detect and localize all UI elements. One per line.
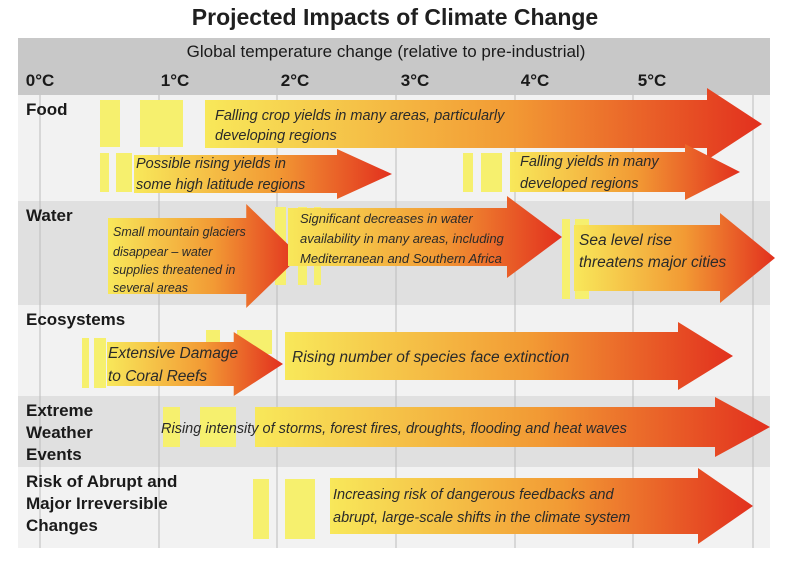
impact-label: Possible rising yields in: [136, 156, 286, 172]
impact-label: Rising intensity of storms, forest fires…: [161, 421, 627, 437]
category-label: Events: [26, 445, 82, 464]
category-label: Changes: [26, 516, 98, 535]
impact-label: Rising number of species face extinction: [292, 349, 569, 366]
category-label: Weather: [26, 423, 93, 442]
impact-label: Sea level rise: [579, 232, 672, 249]
impact-label: Extensive Damage: [108, 345, 238, 362]
impact-arrow: [288, 196, 562, 278]
impact-label: to Coral Reefs: [108, 368, 207, 385]
tick-label: 2°C: [281, 71, 310, 90]
impact-arrow: [574, 213, 775, 303]
impact-label: Falling crop yields in many areas, parti…: [215, 108, 505, 124]
threshold-marker: [481, 153, 502, 192]
category-label: Ecosystems: [26, 310, 125, 329]
tick-label: 1°C: [161, 71, 190, 90]
impact-label: several areas: [113, 281, 188, 295]
category-label: Extreme: [26, 401, 93, 420]
tick-label: 0°C: [26, 71, 55, 90]
impact-arrow: [510, 144, 740, 200]
threshold-marker: [100, 153, 109, 192]
tick-label: 3°C: [401, 71, 430, 90]
threshold-marker: [463, 153, 473, 192]
threshold-marker: [562, 219, 570, 299]
threshold-marker: [163, 407, 180, 447]
impact-label: some high latitude regions: [136, 177, 305, 193]
tick-label: 4°C: [521, 71, 550, 90]
impact-arrow: [255, 397, 770, 457]
category-label: Water: [26, 206, 73, 225]
impact-label: disappear – water: [113, 245, 213, 259]
impact-label: Small mountain glaciers: [113, 225, 246, 239]
impact-label: availability in many areas, including: [300, 231, 505, 246]
axis-label: Global temperature change (relative to p…: [187, 42, 586, 61]
diagram-title: Projected Impacts of Climate Change: [191, 4, 599, 30]
impact-label: Increasing risk of dangerous feedbacks a…: [333, 487, 614, 503]
impact-arrow: [134, 149, 392, 199]
category-label: Food: [26, 100, 68, 119]
impact-label: Mediterranean and Southern Africa: [300, 251, 502, 266]
tick-label: 5°C: [638, 71, 667, 90]
category-label: Major Irreversible: [26, 494, 168, 513]
impact-label: developed regions: [520, 176, 639, 192]
header-band: [18, 38, 770, 95]
impact-label: Significant decreases in water: [300, 211, 473, 226]
impact-arrow: [285, 322, 733, 390]
threshold-marker: [253, 479, 269, 539]
impact-arrow: [205, 88, 762, 160]
impact-label: supplies threatened in: [113, 263, 235, 277]
threshold-marker: [82, 338, 89, 388]
threshold-marker: [94, 338, 106, 388]
impact-label: threatens major cities: [579, 254, 727, 271]
impact-arrow: [107, 332, 283, 396]
threshold-marker: [116, 153, 132, 192]
threshold-marker: [100, 100, 120, 147]
impact-arrow: [330, 468, 753, 544]
impact-arrow: [108, 204, 300, 308]
impact-label: abrupt, large-scale shifts in the climat…: [333, 510, 630, 526]
category-label: Risk of Abrupt and: [26, 472, 177, 491]
impact-label: developing regions: [215, 128, 337, 144]
impact-label: Falling yields in many: [520, 154, 659, 170]
threshold-marker: [140, 100, 183, 147]
threshold-marker: [285, 479, 315, 539]
threshold-marker: [200, 407, 236, 447]
